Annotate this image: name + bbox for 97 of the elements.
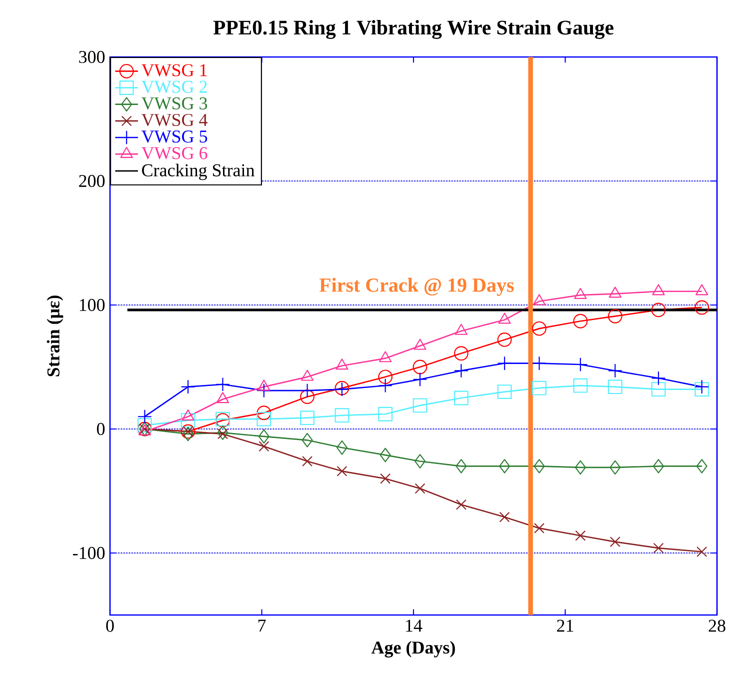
point [380, 448, 391, 462]
point [696, 284, 708, 296]
point [137, 418, 152, 432]
point [497, 356, 512, 370]
point [258, 429, 270, 444]
point [414, 338, 426, 350]
point [573, 314, 588, 328]
point [651, 382, 666, 397]
point [217, 428, 228, 440]
legend-label: VWSG 3 [142, 97, 208, 110]
point [532, 356, 546, 370]
point [652, 284, 665, 296]
point [652, 458, 664, 474]
point [608, 286, 622, 298]
point [532, 380, 546, 396]
y-tick-label: 300 [79, 50, 105, 64]
point [302, 456, 313, 466]
point [378, 370, 393, 384]
point [256, 406, 272, 420]
point [573, 378, 588, 393]
point [651, 370, 666, 386]
point [696, 546, 708, 558]
y-axis-title: Strain (με) [46, 296, 64, 376]
point [378, 406, 393, 422]
point [300, 370, 314, 381]
point [574, 288, 587, 299]
point [414, 483, 426, 494]
point [378, 378, 393, 393]
point [302, 432, 313, 448]
x-tick-label: 14 [406, 620, 422, 632]
point [610, 536, 620, 548]
point [653, 542, 664, 554]
x-tick-label: 21 [557, 620, 574, 632]
x-tick-label: 0 [106, 620, 114, 632]
point [258, 380, 270, 391]
point [334, 408, 350, 423]
ref-line-label: First Crack @ 19 Days [319, 278, 514, 296]
point [216, 377, 230, 392]
point [608, 380, 622, 394]
point [412, 372, 428, 387]
x-tick-label: 28 [708, 620, 726, 632]
point [256, 383, 272, 398]
point [534, 458, 545, 474]
point [532, 321, 546, 336]
point [412, 360, 428, 374]
legend-label: VWSG 6 [142, 147, 208, 160]
point [454, 364, 468, 378]
x-tick-label: 7 [258, 620, 266, 632]
y-tick-label: 100 [80, 298, 105, 312]
point [336, 440, 348, 455]
point [412, 398, 428, 413]
point [575, 530, 586, 541]
point [180, 380, 196, 394]
point [137, 409, 152, 424]
point [608, 364, 622, 378]
point [574, 460, 586, 475]
point [573, 357, 588, 372]
point [532, 294, 546, 306]
point [454, 324, 468, 335]
point [610, 460, 621, 475]
legend-label: Cracking Strain [142, 164, 254, 180]
point [608, 308, 622, 324]
point [499, 512, 510, 522]
point [379, 351, 392, 362]
point [454, 346, 468, 361]
point [499, 458, 510, 474]
point [336, 466, 348, 476]
legend-label: VWSG 1 [142, 64, 207, 76]
point [300, 410, 314, 426]
point [456, 458, 467, 474]
point [380, 473, 391, 484]
y-tick-label: 200 [79, 174, 105, 188]
point [534, 522, 544, 534]
point [456, 499, 466, 510]
point [498, 312, 511, 324]
x-axis-title: Age (Days) [371, 641, 455, 658]
point [256, 412, 272, 426]
point [696, 458, 708, 474]
point [336, 358, 348, 370]
legend-label: VWSG 5 [142, 130, 208, 143]
y-tick-label: -100 [72, 546, 105, 560]
point [497, 332, 512, 347]
point [217, 426, 228, 440]
point [300, 383, 314, 398]
legend-label: VWSG 2 [142, 80, 207, 93]
y-tick-label: 0 [96, 422, 105, 436]
chart-title: PPE0.15 Ring 1 Vibrating Wire Strain Gauge [213, 20, 614, 39]
point [454, 390, 468, 406]
point [651, 302, 666, 318]
point [694, 300, 710, 315]
legend-label: VWSG 4 [142, 114, 208, 126]
point [300, 390, 314, 404]
point [180, 413, 196, 428]
point [216, 392, 230, 404]
point [497, 384, 512, 399]
point [258, 441, 270, 452]
point [414, 454, 426, 468]
